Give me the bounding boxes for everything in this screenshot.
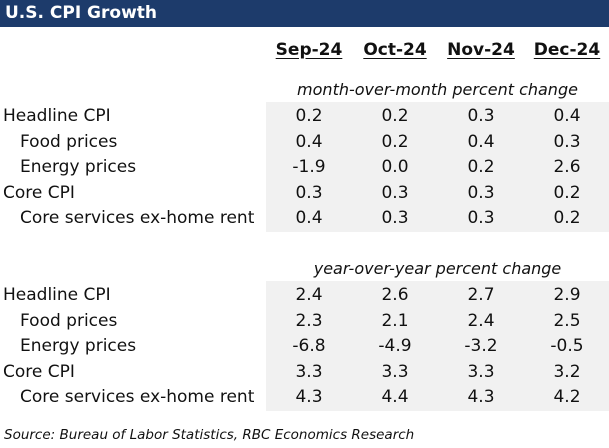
row-label: Headline CPI [3, 106, 111, 126]
row-label: Core CPI [3, 182, 75, 203]
table-cell: 3.3 [295, 361, 323, 382]
table-cell: 2.6 [381, 285, 409, 305]
row-label: Food prices [20, 131, 118, 152]
table-cell: 0.2 [553, 182, 581, 203]
source-note: Source: Bureau of Labor Statistics, RBC … [4, 427, 415, 443]
table-cell: 3.3 [381, 361, 409, 382]
table-cell: 0.4 [295, 131, 323, 152]
table-cell: 2.3 [295, 310, 323, 331]
table-row: Energy prices -1.9 0.0 0.2 2.6 [0, 155, 609, 180]
table-cell: 0.2 [381, 131, 409, 152]
table-cell: 0.2 [467, 157, 495, 177]
table-cell: 4.3 [467, 387, 495, 407]
column-header-oct-24: Oct-24 [363, 40, 427, 60]
table-cell: 0.3 [467, 208, 495, 228]
row-label: Core services ex-home rent [20, 387, 255, 407]
table-row: Food prices 0.4 0.2 0.4 0.3 [0, 130, 609, 155]
table-cell: 3.2 [553, 361, 581, 382]
table-cell: 2.5 [553, 310, 581, 331]
table-cell: 2.4 [295, 285, 323, 305]
table-cell: 0.4 [467, 131, 495, 152]
table-row: Core services ex-home rent 4.3 4.4 4.3 4.2 [0, 385, 609, 410]
table-row: Core CPI 3.3 3.3 3.3 3.2 [0, 360, 609, 385]
table-cell: 4.2 [553, 387, 581, 407]
table-cell: 0.0 [381, 157, 409, 177]
column-header-dec-24: Dec-24 [533, 40, 601, 60]
data-shading-yoy [266, 281, 609, 411]
table-row: Core services ex-home rent 0.4 0.3 0.3 0.2 [0, 206, 609, 231]
table-cell: 0.4 [295, 208, 323, 228]
table-cell: 2.6 [553, 157, 581, 177]
table-cell: -6.8 [292, 336, 326, 356]
column-header-sep-24: Sep-24 [275, 40, 343, 60]
table-cell: -3.2 [464, 336, 498, 356]
table-cell: 0.3 [467, 182, 495, 203]
page-title: U.S. CPI Growth [0, 0, 609, 27]
table-row: Headline CPI 2.4 2.6 2.7 2.9 [0, 283, 609, 308]
table-cell: 0.3 [553, 131, 581, 152]
column-header-nov-24: Nov-24 [447, 40, 515, 60]
table-cell: 2.9 [553, 285, 581, 305]
table-cell: -0.5 [550, 336, 584, 356]
table-cell: 0.2 [295, 106, 323, 126]
table-cell: 3.3 [467, 361, 495, 382]
table-cell: 0.4 [553, 106, 581, 126]
table-cell: 0.3 [467, 106, 495, 126]
table-row: Core CPI 0.3 0.3 0.3 0.2 [0, 181, 609, 206]
table-cell: 0.2 [553, 208, 581, 228]
table-cell: 0.3 [295, 182, 323, 203]
section-subtitle-mom: month-over-month percent change [297, 80, 578, 99]
row-label: Headline CPI [3, 285, 111, 305]
table-cell: -4.9 [378, 336, 412, 356]
row-label: Energy prices [20, 157, 137, 177]
table-cell: 4.3 [295, 387, 323, 407]
table-cell: 0.3 [381, 182, 409, 203]
table-cell: -1.9 [292, 157, 326, 177]
table-row: Food prices 2.3 2.1 2.4 2.5 [0, 309, 609, 334]
row-label: Energy prices [20, 336, 137, 356]
table-row: Headline CPI 0.2 0.2 0.3 0.4 [0, 104, 609, 129]
row-label: Core services ex-home rent [20, 208, 255, 228]
table-cell: 4.4 [381, 387, 409, 407]
section-subtitle-yoy: year-over-year percent change [313, 259, 562, 278]
table-cell: 0.3 [381, 208, 409, 228]
row-label: Core CPI [3, 361, 75, 382]
table-row: Energy prices -6.8 -4.9 -3.2 -0.5 [0, 334, 609, 359]
table-cell: 2.1 [381, 310, 409, 331]
row-label: Food prices [20, 310, 118, 331]
table-cell: 0.2 [381, 106, 409, 126]
table-cell: 2.7 [467, 285, 495, 305]
data-shading-mom [266, 102, 609, 232]
table-cell: 2.4 [467, 310, 495, 331]
